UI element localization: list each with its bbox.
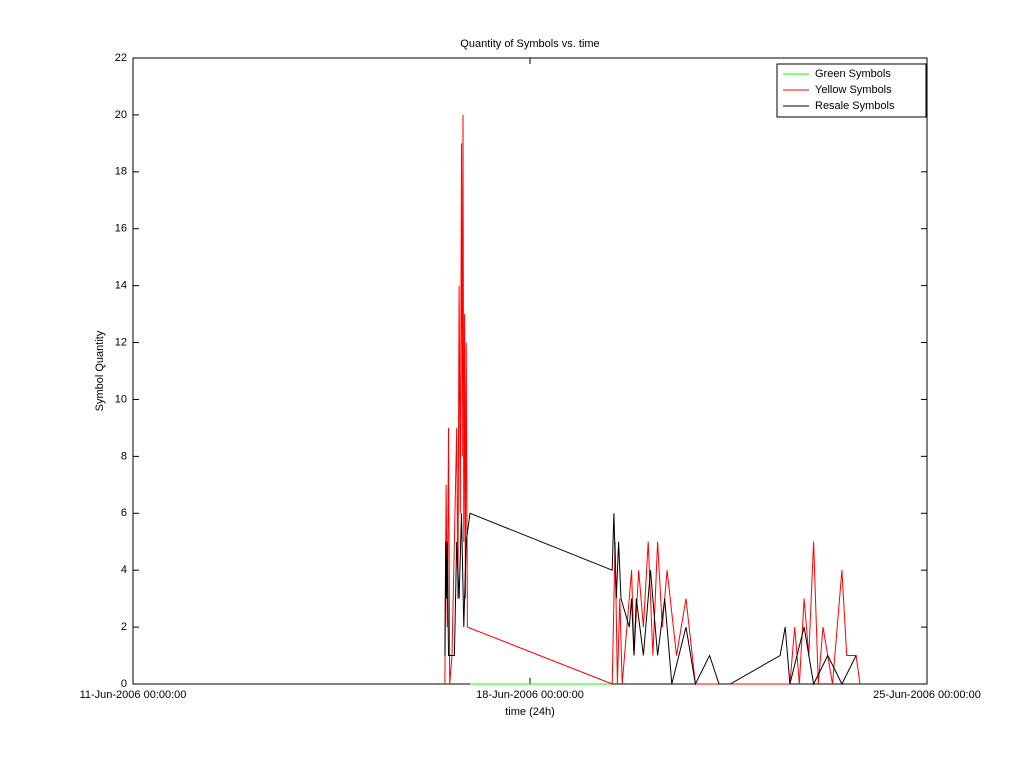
chart-title: Quantity of Symbols vs. time bbox=[460, 38, 599, 50]
y-tick-label: 4 bbox=[121, 564, 127, 576]
y-tick-label: 12 bbox=[115, 336, 127, 348]
y-tick-label: 18 bbox=[115, 166, 127, 178]
y-axis-label: Symbol Quantity bbox=[94, 330, 106, 411]
y-tick-label: 14 bbox=[115, 280, 127, 292]
plot-area bbox=[132, 57, 928, 685]
legend-label: Resale Symbols bbox=[815, 100, 895, 112]
legend-label: Yellow Symbols bbox=[815, 84, 892, 96]
y-tick-label: 16 bbox=[115, 223, 127, 235]
y-tick-label: 0 bbox=[121, 678, 127, 690]
y-tick-label: 10 bbox=[115, 393, 127, 405]
x-axis-label: time (24h) bbox=[505, 706, 555, 718]
x-tick-label: 11-Jun-2006 00:00:00 bbox=[80, 689, 187, 701]
y-tick-label: 8 bbox=[121, 450, 127, 462]
series-line bbox=[444, 512, 857, 686]
x-tick-label: 25-Jun-2006 00:00:00 bbox=[873, 689, 981, 701]
y-tick-label: 2 bbox=[121, 621, 127, 633]
y-tick-label: 20 bbox=[115, 109, 127, 121]
y-tick-label: 22 bbox=[115, 52, 127, 64]
x-tick-label: 18-Jun-2006 00:00:00 bbox=[476, 689, 584, 701]
y-tick-label: 6 bbox=[121, 507, 127, 519]
legend-label: Green Symbols bbox=[815, 68, 891, 80]
